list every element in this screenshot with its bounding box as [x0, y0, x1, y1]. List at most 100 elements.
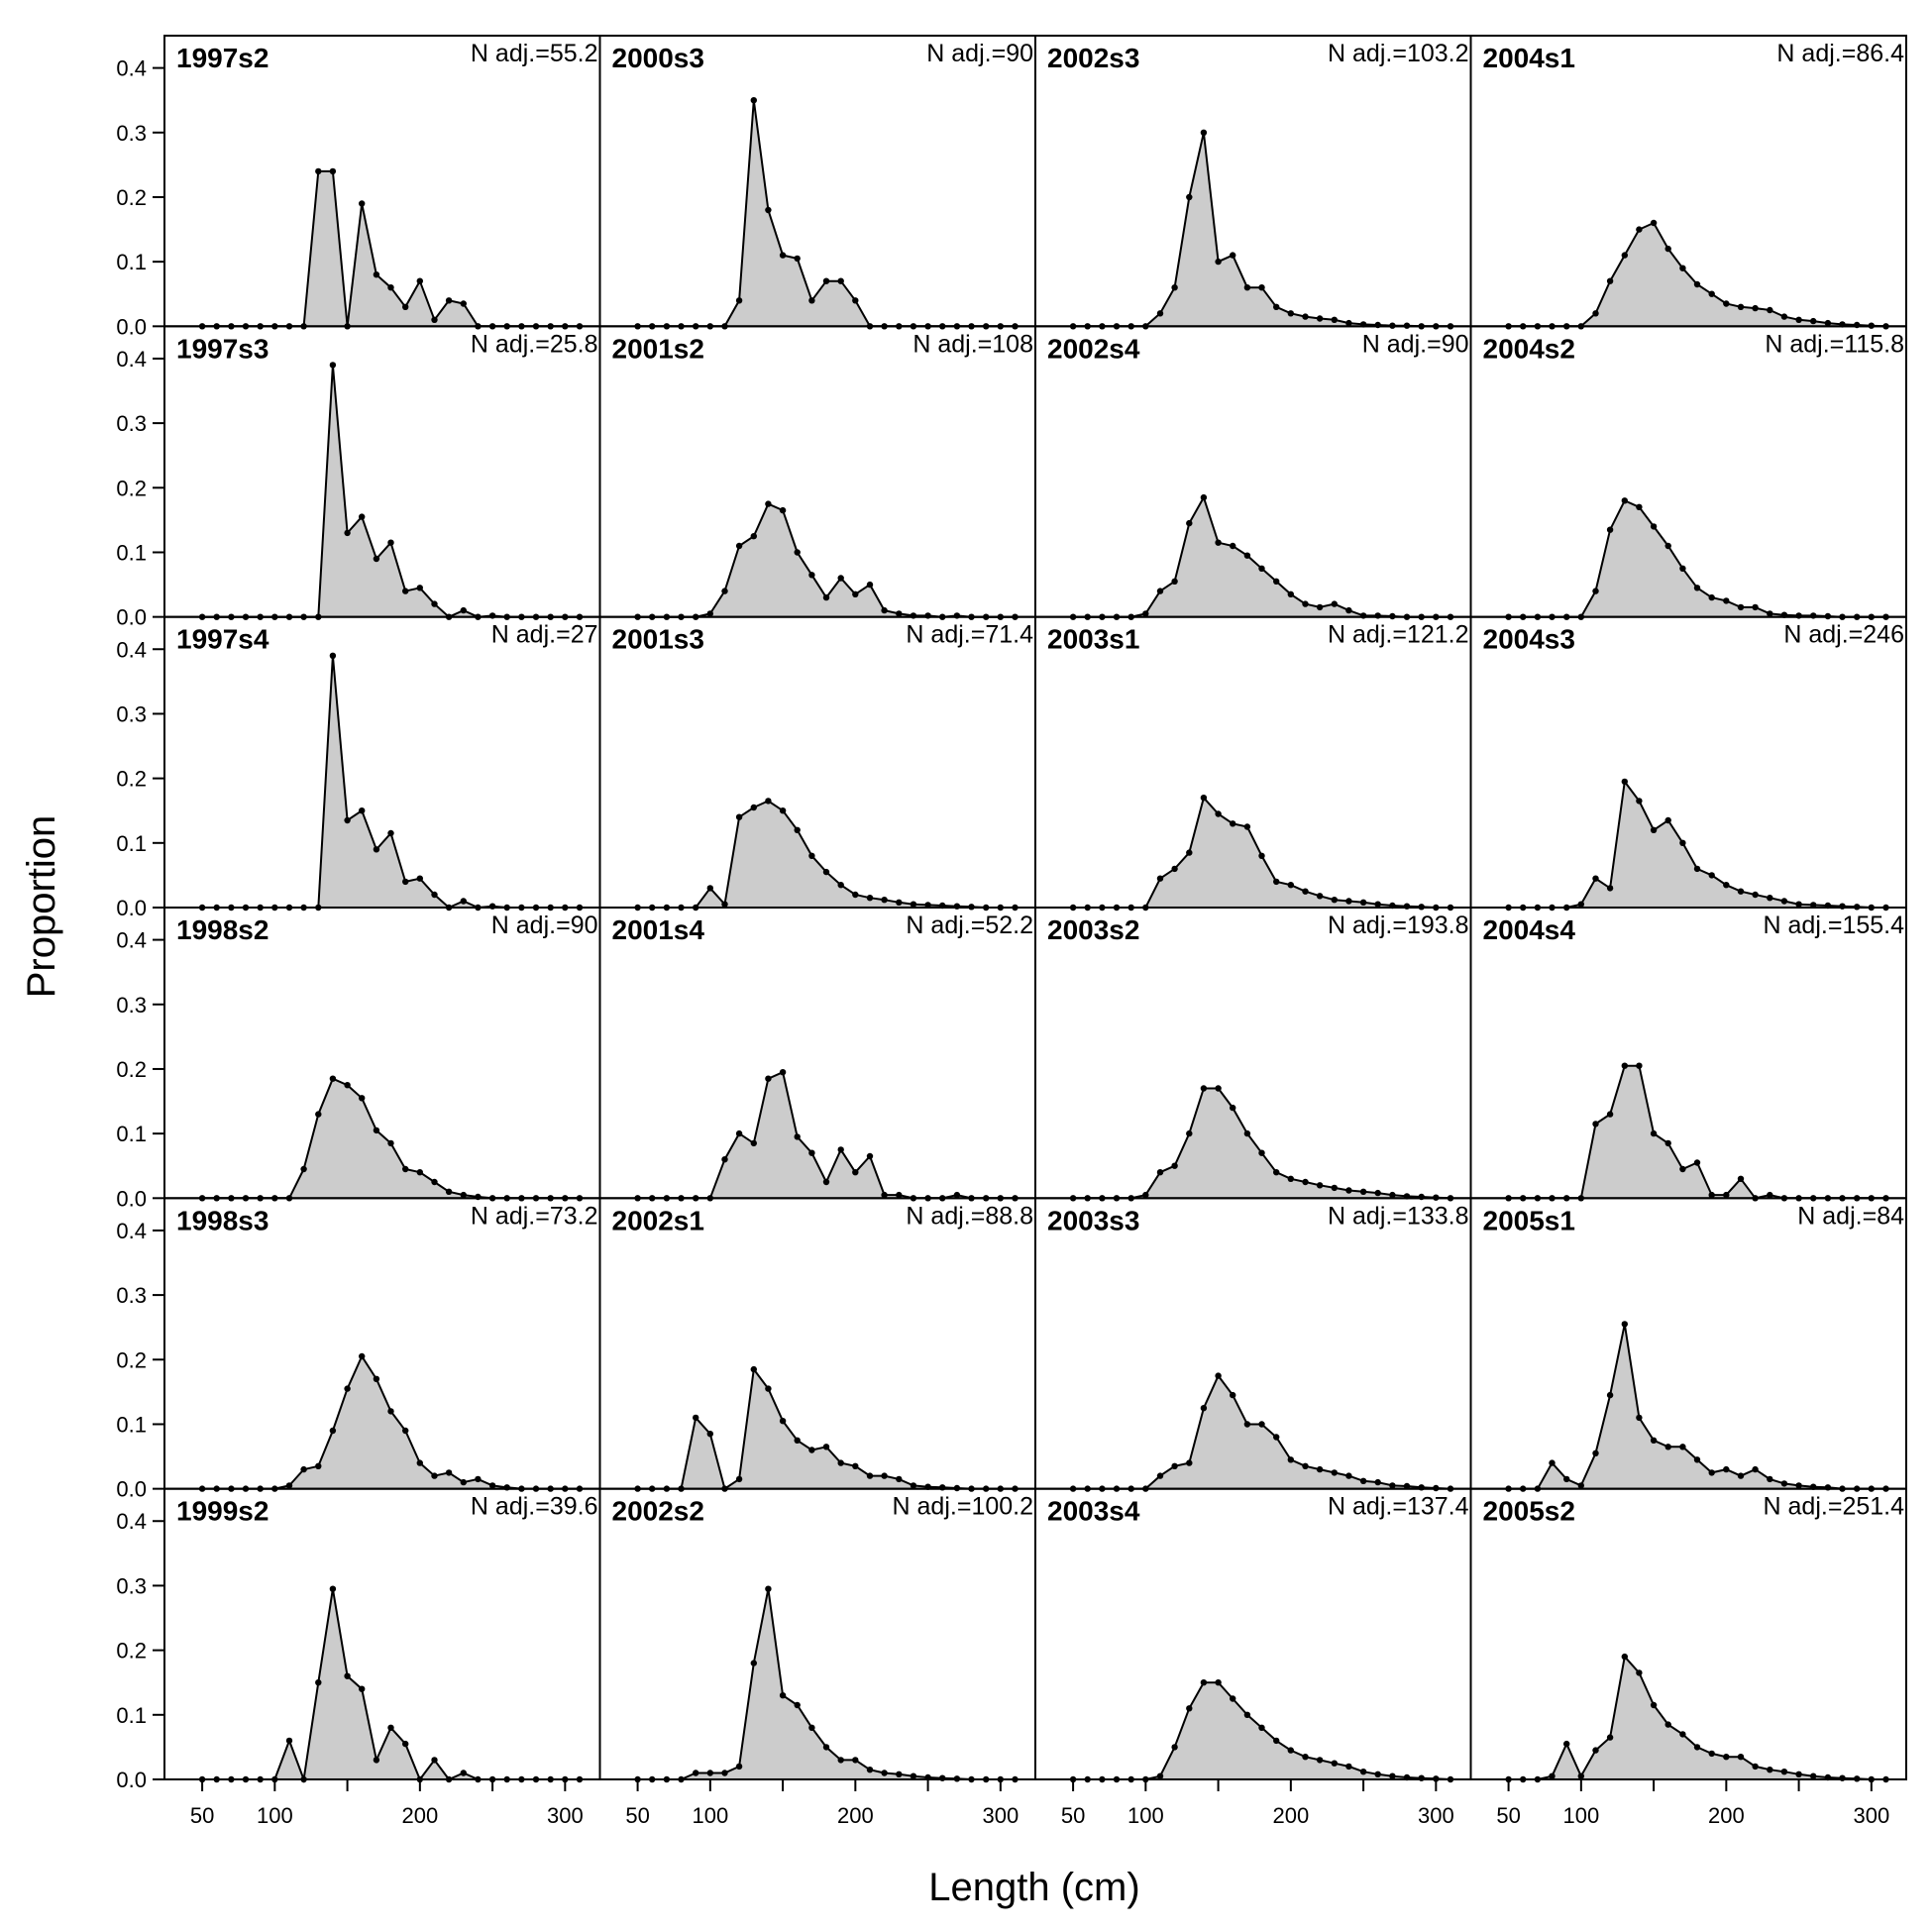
data-point [735, 297, 743, 304]
panel-title: 2001s4 [612, 914, 705, 945]
y-tick-label: 0.1 [116, 831, 147, 856]
data-point [1606, 1734, 1614, 1741]
data-point [1374, 1771, 1381, 1778]
data-point [750, 1660, 757, 1666]
panel-title: 2004s3 [1483, 624, 1575, 655]
y-tick-label: 0.3 [116, 1283, 147, 1308]
data-point [896, 899, 903, 906]
panel-n-adj: N adj.=84 [1797, 1202, 1904, 1230]
data-point [1287, 1456, 1295, 1463]
data-point [1606, 885, 1614, 892]
y-tick-label: 0.0 [116, 1186, 147, 1211]
data-point [1824, 319, 1832, 327]
data-point [1679, 1444, 1686, 1450]
x-tick-label: 300 [1853, 1803, 1889, 1828]
data-point [1302, 888, 1309, 895]
data-point [1171, 1744, 1178, 1751]
data-point [1316, 603, 1324, 611]
series-area [1508, 223, 1886, 327]
data-point [1345, 1763, 1352, 1771]
data-point [344, 1385, 351, 1392]
data-point [822, 1178, 830, 1186]
data-point [1549, 1772, 1556, 1779]
data-point [794, 1133, 801, 1140]
data-point [779, 807, 787, 814]
data-point [1156, 875, 1164, 882]
data-point [953, 1191, 961, 1199]
data-point [866, 1767, 874, 1773]
data-point [1156, 310, 1164, 317]
data-point [1737, 1754, 1745, 1761]
data-point [431, 891, 438, 899]
data-point [837, 1459, 844, 1466]
panel-2005s2: 2005s2 N adj.=251.4 [1469, 1487, 1907, 1783]
data-point [1302, 1462, 1309, 1470]
data-point [1302, 1178, 1309, 1186]
data-point [1186, 1129, 1193, 1137]
data-point [1708, 1191, 1715, 1199]
panel-title: 2005s2 [1483, 1496, 1575, 1527]
data-point [402, 1165, 409, 1173]
panel-title: 2004s4 [1483, 914, 1576, 945]
data-point [735, 1763, 743, 1771]
data-point [1287, 310, 1295, 317]
data-point [1200, 795, 1208, 802]
data-point [1331, 1469, 1339, 1476]
data-point [721, 1156, 728, 1163]
series-area [202, 365, 580, 617]
data-point [1563, 1475, 1570, 1483]
data-point [402, 1740, 409, 1748]
data-point [387, 1139, 394, 1147]
panel-n-adj: N adj.=39.6 [471, 1493, 598, 1521]
data-point [808, 1724, 815, 1732]
data-point [1737, 603, 1745, 611]
data-point [373, 555, 380, 563]
data-point [750, 1365, 757, 1373]
data-point [693, 1414, 699, 1422]
data-point [1693, 1456, 1701, 1463]
data-point [1345, 1187, 1352, 1194]
data-point [765, 1585, 772, 1592]
y-tick-label: 0.3 [116, 993, 147, 1018]
data-point [373, 1127, 380, 1134]
data-point [779, 252, 787, 259]
data-point [881, 606, 888, 614]
panel-title: 2003s4 [1047, 1496, 1140, 1527]
data-point [1273, 1737, 1280, 1745]
data-point [329, 167, 337, 175]
data-point [1810, 317, 1817, 325]
data-point [852, 891, 859, 899]
data-point [300, 1165, 307, 1173]
data-point [1156, 1772, 1164, 1779]
data-point [852, 590, 859, 597]
data-point [721, 901, 728, 908]
data-point [1737, 888, 1745, 895]
data-point [1215, 1372, 1222, 1379]
data-point [1650, 1129, 1658, 1137]
data-point [359, 1095, 366, 1102]
data-point [765, 206, 772, 214]
data-point [460, 1478, 467, 1486]
panel-n-adj: N adj.=193.8 [1328, 912, 1468, 939]
data-point [750, 804, 757, 811]
data-point [329, 1075, 337, 1082]
data-point [1592, 588, 1599, 594]
data-point [488, 1482, 496, 1489]
data-point [822, 593, 830, 601]
panel-n-adj: N adj.=103.2 [1328, 40, 1468, 67]
data-point [822, 1744, 830, 1751]
series-area [202, 170, 580, 327]
data-point [779, 506, 787, 514]
series-area [202, 1078, 580, 1199]
data-point [1359, 899, 1367, 906]
data-point [1200, 129, 1208, 136]
data-point [1389, 1482, 1396, 1489]
data-point [1230, 1391, 1236, 1399]
data-point [866, 581, 874, 589]
panel-n-adj: N adj.=121.2 [1328, 621, 1468, 649]
data-point [1664, 1721, 1671, 1728]
x-tick-label: 200 [837, 1803, 874, 1828]
y-tick-label: 0.2 [116, 1347, 147, 1372]
data-point [910, 1772, 917, 1779]
data-point [1359, 1188, 1367, 1196]
